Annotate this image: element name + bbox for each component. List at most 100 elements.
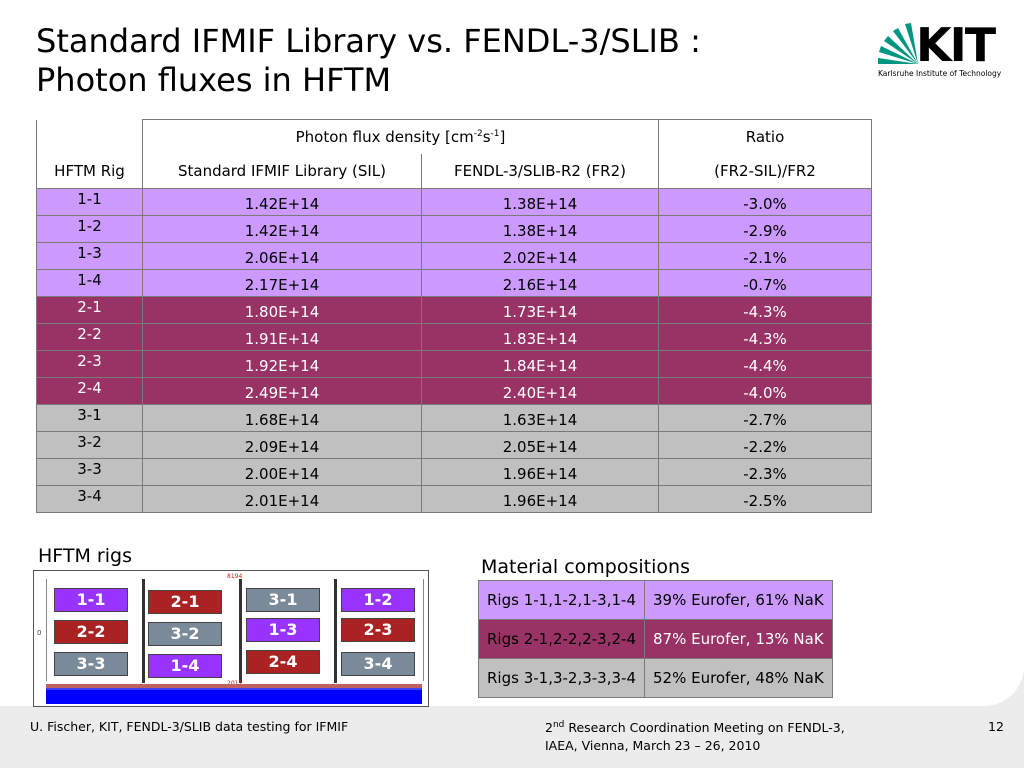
cell-ratio: -0.7% xyxy=(658,269,872,297)
rig-cell-label: 1-1 xyxy=(76,590,106,609)
cell-ratio: -4.4% xyxy=(658,350,872,378)
cell-sil: 2.49E+14 xyxy=(142,377,422,405)
photon-flux-table: Photon flux density [cm-2s-1] Ratio HFTM… xyxy=(36,119,872,513)
kit-logo-tagline: Karlsruhe Institute of Technology xyxy=(878,69,1002,78)
cell-sil: 2.00E+14 xyxy=(142,458,422,486)
footer-meeting-sup: nd xyxy=(552,720,565,730)
material-composition: 39% Eurofer, 61% NaK xyxy=(644,580,833,620)
cell-ratio: -4.3% xyxy=(658,296,872,324)
rig-cell-label: 1-4 xyxy=(170,656,200,675)
material-rigs: Rigs 2-1,2-2,2-3,2-4 xyxy=(478,619,645,659)
flux-header-exp1: -2 xyxy=(473,129,483,139)
title-line-2: Photon fluxes in HFTM xyxy=(36,61,392,99)
cell-fr2: 1.63E+14 xyxy=(421,404,659,432)
slide-title: Standard IFMIF Library vs. FENDL-3/SLIB … xyxy=(36,22,826,100)
material-compositions-heading: Material compositions xyxy=(481,556,690,578)
material-rigs: Rigs 3-1,3-2,3-3,3-4 xyxy=(478,658,645,698)
footer-meeting: 2nd Research Coordination Meeting on FEN… xyxy=(545,716,845,755)
material-row: Rigs 3-1,3-2,3-3,3-4 52% Eurofer, 48% Na… xyxy=(478,658,833,698)
rig-cell: 2-4 xyxy=(246,650,320,674)
cell-sil: 2.06E+14 xyxy=(142,242,422,270)
kit-logo: KIT Karlsruhe Institute of Technology xyxy=(876,18,1002,80)
cell-fr2: 1.84E+14 xyxy=(421,350,659,378)
rig-cell-label: 3-4 xyxy=(363,654,393,673)
page-number: 12 xyxy=(988,719,1004,734)
diagram-back-plate xyxy=(46,684,422,690)
diagram-y-tick: 0 xyxy=(37,629,42,637)
table-row: 1-3 2.06E+14 2.02E+14 -2.1% xyxy=(36,242,872,270)
flux-header-mid: s xyxy=(482,128,491,146)
footer-meeting-num: 2 xyxy=(545,720,553,736)
cell-fr2: 1.38E+14 xyxy=(421,188,659,216)
table-row: 2-4 2.49E+14 2.40E+14 -4.0% xyxy=(36,377,872,405)
cell-fr2: 2.16E+14 xyxy=(421,269,659,297)
cell-ratio: -2.3% xyxy=(658,458,872,486)
table-row: 3-3 2.00E+14 1.96E+14 -2.3% xyxy=(36,458,872,486)
header-empty xyxy=(36,119,143,154)
rig-cell-label: 1-3 xyxy=(268,620,298,639)
rig-cell: 3-4 xyxy=(341,652,415,676)
cell-ratio: -4.3% xyxy=(658,323,872,351)
flux-header-text: Photon flux density [cm xyxy=(295,128,474,146)
table-row: 1-4 2.17E+14 2.16E+14 -0.7% xyxy=(36,269,872,297)
cell-fr2: 1.83E+14 xyxy=(421,323,659,351)
cell-ratio: -2.2% xyxy=(658,431,872,459)
rig-cell-label: 2-4 xyxy=(268,652,298,671)
cell-ratio: -2.1% xyxy=(658,242,872,270)
material-row: Rigs 1-1,1-2,1-3,1-4 39% Eurofer, 61% Na… xyxy=(478,580,833,620)
rig-cell-label: 2-2 xyxy=(76,622,106,641)
cell-fr2: 1.96E+14 xyxy=(421,458,659,486)
diagram-beam-region xyxy=(46,688,422,704)
kit-logo-text: KIT xyxy=(916,18,996,72)
rig-cell: 2-3 xyxy=(341,618,415,642)
rig-cell-label: 2-3 xyxy=(363,620,393,639)
material-table: Rigs 1-1,1-2,1-3,1-4 39% Eurofer, 61% Na… xyxy=(478,580,833,698)
header-hftm-rig: HFTM Rig xyxy=(36,154,143,189)
cell-fr2: 1.38E+14 xyxy=(421,215,659,243)
cell-rig: 1-3 xyxy=(36,242,143,270)
cell-sil: 1.92E+14 xyxy=(142,350,422,378)
flux-header-end: ] xyxy=(499,128,506,146)
cell-rig: 3-2 xyxy=(36,431,143,459)
cell-sil: 1.80E+14 xyxy=(142,296,422,324)
diagram-dim-bottom: 2011 xyxy=(227,680,242,687)
rig-cell-label: 1-2 xyxy=(363,590,393,609)
material-composition: 87% Eurofer, 13% NaK xyxy=(644,619,833,659)
diagram-separator xyxy=(239,579,242,683)
cell-sil: 2.01E+14 xyxy=(142,485,422,513)
cell-fr2: 2.02E+14 xyxy=(421,242,659,270)
header-fr2: FENDL-3/SLIB-R2 (FR2) xyxy=(421,154,659,189)
rig-cell-label: 3-1 xyxy=(268,590,298,609)
cell-sil: 1.68E+14 xyxy=(142,404,422,432)
cell-fr2: 2.40E+14 xyxy=(421,377,659,405)
cell-ratio: -4.0% xyxy=(658,377,872,405)
rig-cell-label: 3-3 xyxy=(76,654,106,673)
cell-sil: 2.17E+14 xyxy=(142,269,422,297)
table-header-row-1: Photon flux density [cm-2s-1] Ratio xyxy=(36,119,872,154)
hftm-rigs-heading: HFTM rigs xyxy=(38,545,132,567)
cell-ratio: -2.7% xyxy=(658,404,872,432)
table-row: 2-3 1.92E+14 1.84E+14 -4.4% xyxy=(36,350,872,378)
table-row: 1-2 1.42E+14 1.38E+14 -2.9% xyxy=(36,215,872,243)
cell-fr2: 2.05E+14 xyxy=(421,431,659,459)
rig-cell: 1-1 xyxy=(54,588,128,612)
cell-ratio: -2.9% xyxy=(658,215,872,243)
rig-cell: 2-1 xyxy=(148,590,222,614)
diagram-frame xyxy=(46,579,424,681)
cell-fr2: 1.73E+14 xyxy=(421,296,659,324)
table-row: 3-2 2.09E+14 2.05E+14 -2.2% xyxy=(36,431,872,459)
slide: Standard IFMIF Library vs. FENDL-3/SLIB … xyxy=(0,0,1024,707)
rig-cell: 1-4 xyxy=(148,654,222,678)
footer-meeting-line2: IAEA, Vienna, March 23 – 26, 2010 xyxy=(545,738,761,754)
material-composition: 52% Eurofer, 48% NaK xyxy=(644,658,833,698)
table-header-row-2: HFTM Rig Standard IFMIF Library (SIL) FE… xyxy=(36,154,872,189)
diagram-separator xyxy=(142,579,145,683)
hftm-rigs-diagram: 0 8194 2011 1-1 2-1 3-1 1-2 2-2 3-2 1-3 … xyxy=(33,570,429,707)
cell-sil: 2.09E+14 xyxy=(142,431,422,459)
cell-sil: 1.42E+14 xyxy=(142,215,422,243)
flux-header-exp2: -1 xyxy=(490,129,500,139)
table-row: 1-1 1.42E+14 1.38E+14 -3.0% xyxy=(36,188,872,216)
cell-sil: 1.91E+14 xyxy=(142,323,422,351)
material-rigs: Rigs 1-1,1-2,1-3,1-4 xyxy=(478,580,645,620)
table-row: 3-4 2.01E+14 1.96E+14 -2.5% xyxy=(36,485,872,513)
